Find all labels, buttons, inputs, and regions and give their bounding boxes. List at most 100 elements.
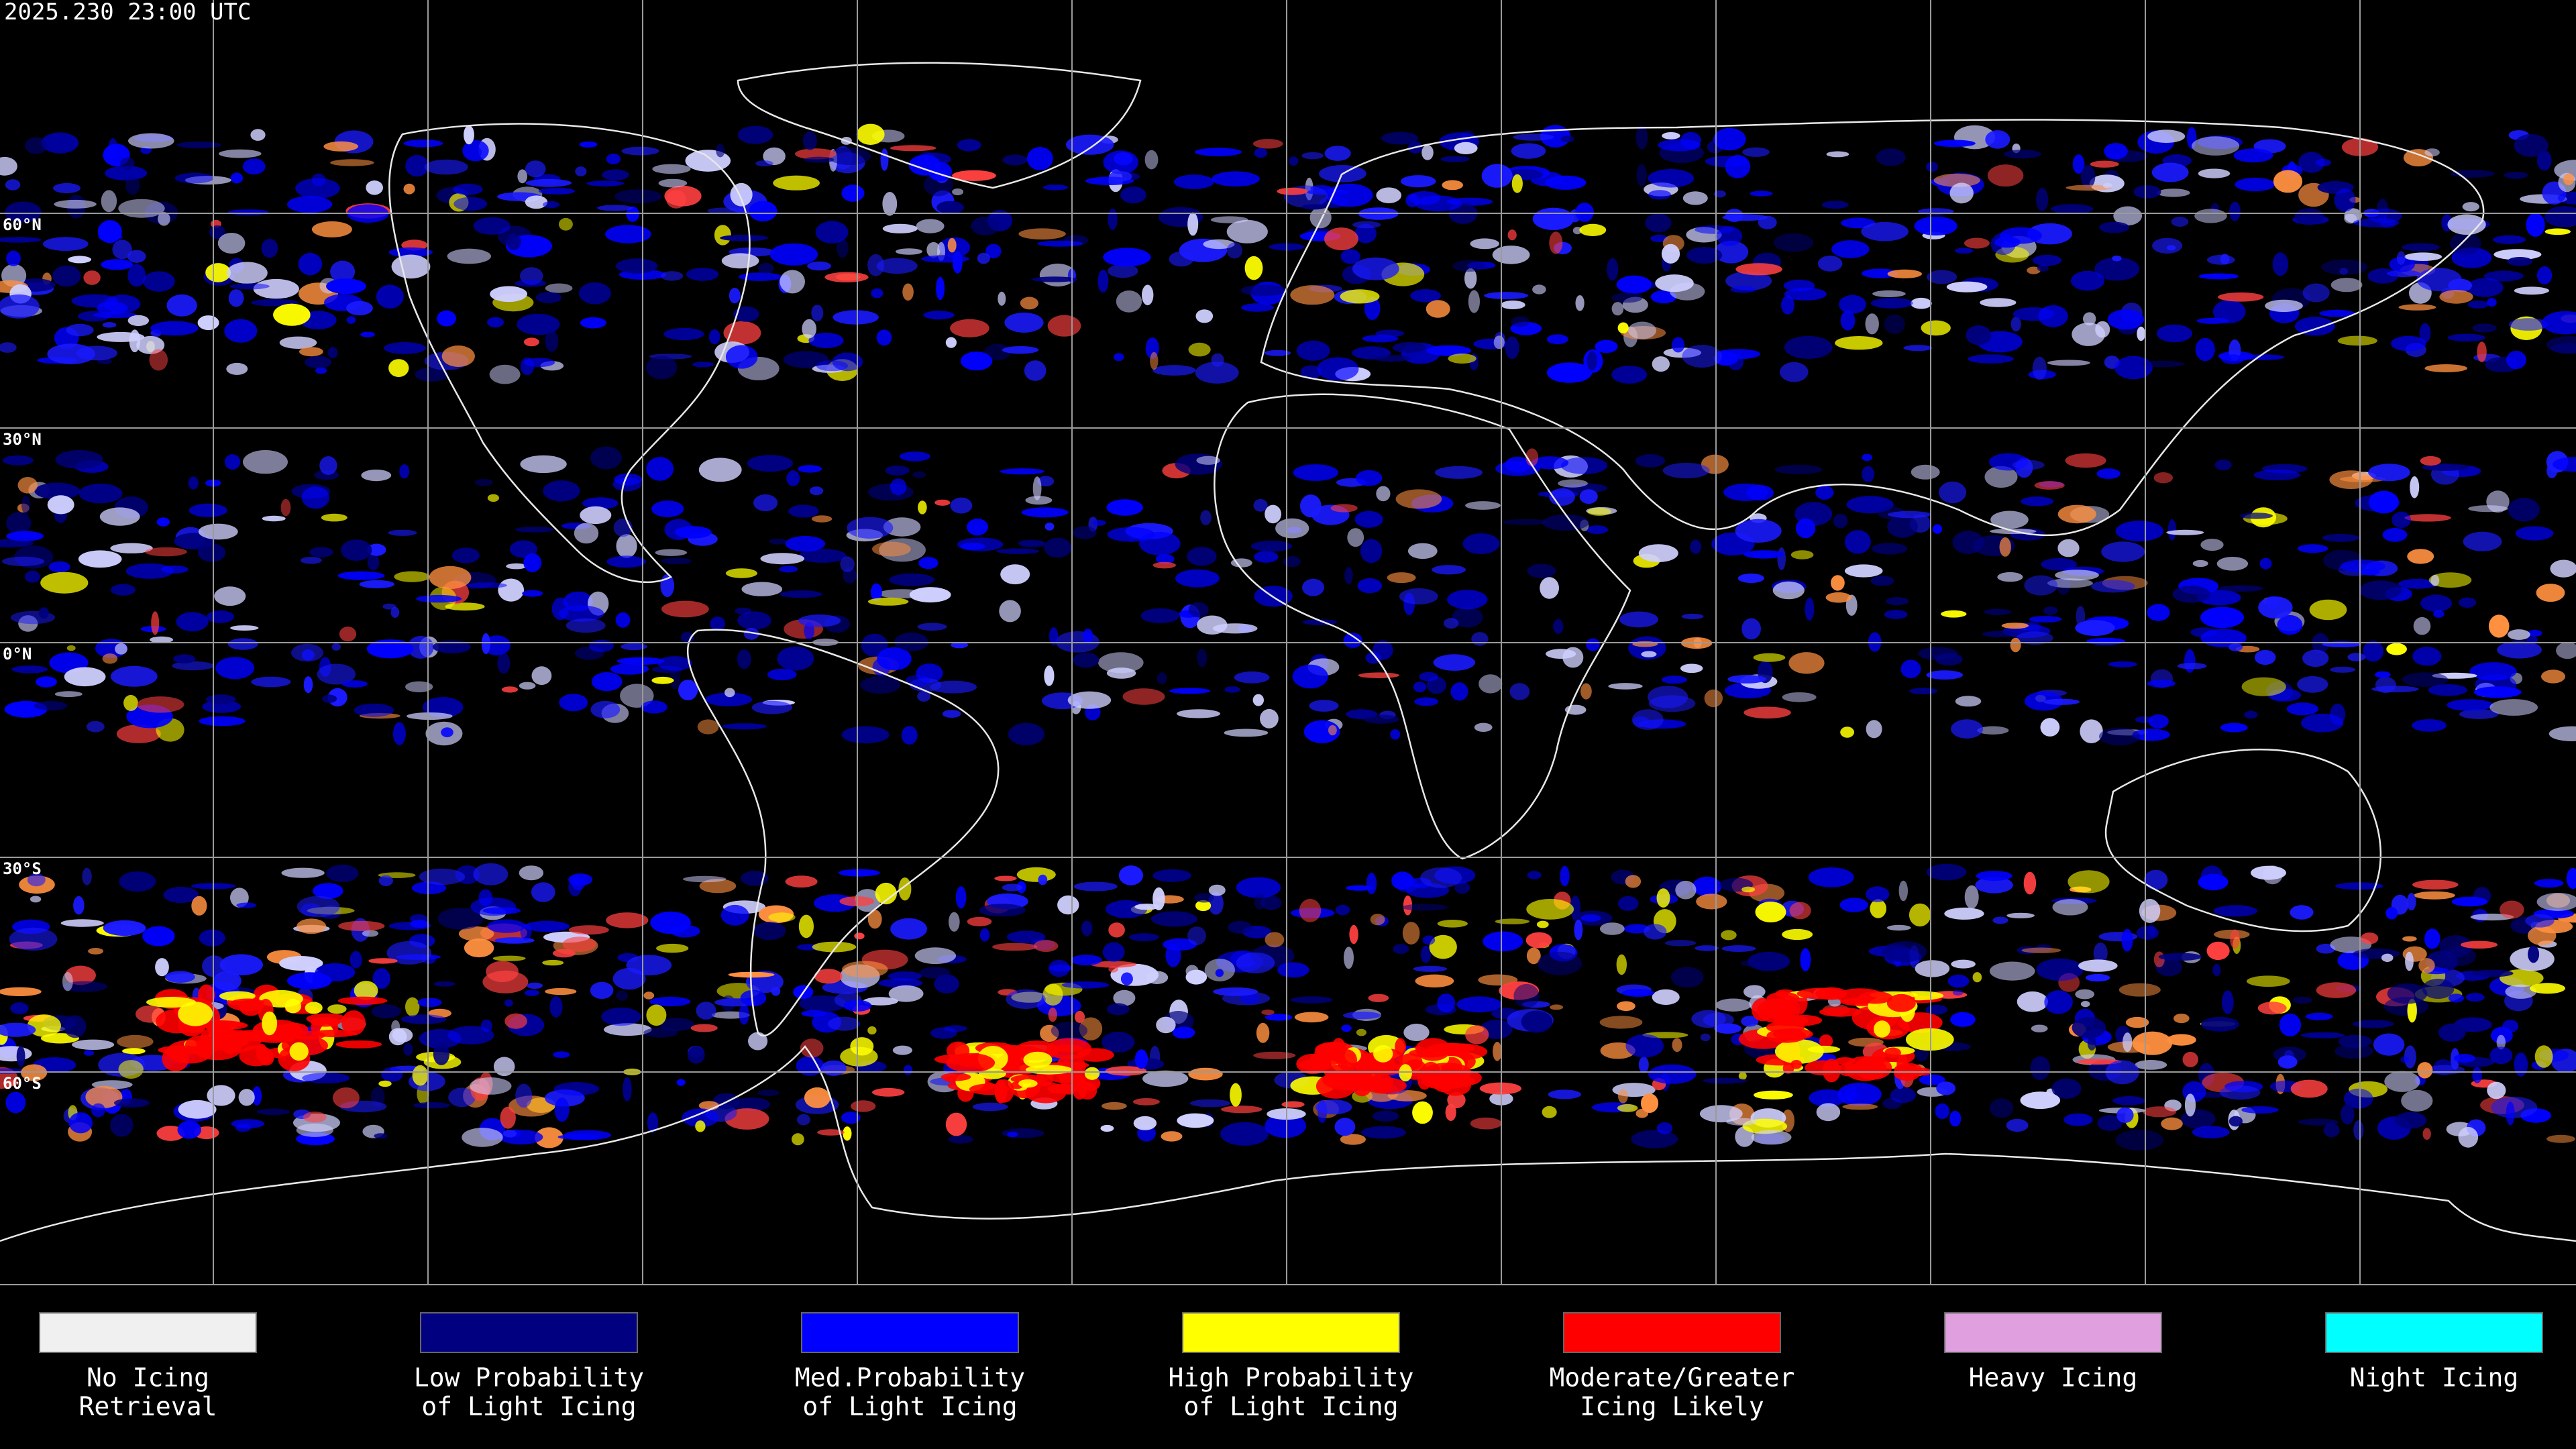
cloud-patch	[2424, 148, 2440, 157]
cloud-patch	[72, 1039, 115, 1051]
cloud-patch	[568, 925, 609, 935]
cloud-patch	[1842, 1104, 1878, 1110]
cloud-patch	[227, 262, 268, 284]
cloud-patch	[1019, 540, 1046, 548]
cloud-patch	[215, 657, 255, 680]
cloud-patch	[2184, 649, 2196, 674]
cloud-patch	[2472, 323, 2497, 333]
cloud-patch	[1784, 335, 1833, 359]
cloud-patch	[1505, 336, 1519, 360]
cloud-patch	[1213, 987, 1258, 996]
cloud-patch	[322, 694, 337, 703]
cloud-patch	[2190, 627, 2218, 637]
cloud-patch	[796, 1056, 824, 1076]
cloud-patch	[412, 1065, 429, 1086]
cloud-patch	[1324, 146, 1351, 161]
cloud-patch	[498, 578, 525, 602]
cloud-patch	[2417, 1062, 2433, 1079]
cloud-patch	[1152, 561, 1177, 569]
cloud-patch	[1252, 139, 1283, 149]
cloud-patch	[1881, 943, 1909, 961]
cloud-patch	[453, 197, 488, 211]
cloud-patch	[1680, 663, 1703, 674]
cloud-patch	[441, 345, 475, 367]
cloud-patch	[2468, 505, 2508, 513]
cloud-patch	[1403, 1024, 1430, 1041]
cloud-patch	[1037, 240, 1083, 247]
cloud-patch	[792, 1133, 804, 1146]
cloud-patch	[238, 1089, 255, 1106]
cloud-patch	[2075, 620, 2115, 636]
cloud-patch	[2083, 312, 2096, 326]
cloud-patch	[222, 1038, 237, 1055]
cloud-patch	[2396, 251, 2406, 265]
cloud-patch	[1106, 1003, 1130, 1016]
cloud-patch	[2261, 464, 2308, 474]
cloud-patch	[1911, 464, 1940, 480]
cloud-patch	[462, 1128, 503, 1147]
cloud-patch	[1224, 686, 1240, 693]
cloud-patch	[798, 549, 847, 563]
cloud-patch	[760, 553, 805, 565]
cloud-patch	[2392, 511, 2411, 528]
cloud-patch	[1309, 207, 1332, 229]
cloud-patch	[1188, 342, 1211, 357]
cloud-patch	[861, 633, 888, 657]
cloud-patch	[2198, 168, 2231, 178]
cloud-patch	[2034, 481, 2065, 490]
cloud-patch	[1372, 1110, 1399, 1122]
cloud-patch	[1947, 974, 1970, 988]
cloud-patch	[967, 916, 992, 926]
cloud-patch	[1116, 290, 1142, 313]
cloud-patch	[2221, 354, 2244, 365]
cloud-patch	[1509, 683, 1530, 700]
cloud-patch	[350, 951, 362, 969]
cloud-patch	[0, 539, 34, 547]
cloud-patch	[1215, 969, 1224, 977]
cloud-patch	[1784, 287, 1827, 301]
cloud-patch	[1935, 653, 1963, 665]
cloud-patch	[1862, 466, 1875, 482]
cloud-patch	[2174, 1014, 2190, 1024]
cloud-patch	[1495, 918, 1530, 924]
cloud-patch	[110, 665, 158, 687]
cloud-patch	[545, 330, 559, 352]
cloud-patch	[1113, 353, 1124, 362]
cloud-patch	[657, 656, 692, 671]
cloud-patch	[2000, 227, 2042, 244]
cloud-patch	[346, 301, 373, 316]
cloud-patch	[321, 513, 347, 522]
cloud-patch	[902, 283, 914, 301]
cloud-patch	[1309, 700, 1339, 712]
cloud-patch	[1550, 1004, 1564, 1010]
cloud-patch	[273, 303, 311, 326]
cloud-patch	[559, 486, 571, 495]
cloud-patch	[1448, 354, 1477, 364]
cloud-patch	[2031, 1024, 2048, 1032]
cloud-patch	[1513, 983, 1540, 1008]
cloud-patch	[934, 974, 959, 994]
cloud-patch	[559, 694, 588, 712]
cloud-patch	[1714, 1023, 1742, 1034]
cloud-patch	[149, 349, 168, 371]
cloud-patch	[366, 180, 383, 195]
cloud-patch	[1343, 633, 1362, 648]
cloud-patch	[2451, 896, 2488, 907]
latitude-label: 0°N	[3, 645, 32, 663]
cloud-patch	[1911, 297, 1932, 309]
cloud-patch	[580, 506, 612, 525]
cloud-patch	[1454, 881, 1470, 894]
cloud-patch	[610, 663, 649, 675]
cloud-patch	[47, 495, 74, 515]
cloud-patch	[1108, 208, 1118, 230]
cloud-patch	[281, 867, 325, 878]
cloud-patch	[651, 676, 674, 684]
cloud-patch	[753, 494, 778, 512]
cloud-patch	[0, 156, 17, 176]
cloud-patch	[2041, 557, 2077, 571]
cloud-patch	[2201, 1016, 2239, 1032]
cloud-patch	[1925, 162, 1938, 172]
cloud-patch	[1302, 578, 1324, 596]
cloud-patch	[2302, 649, 2329, 667]
cloud-patch	[1195, 309, 1214, 323]
